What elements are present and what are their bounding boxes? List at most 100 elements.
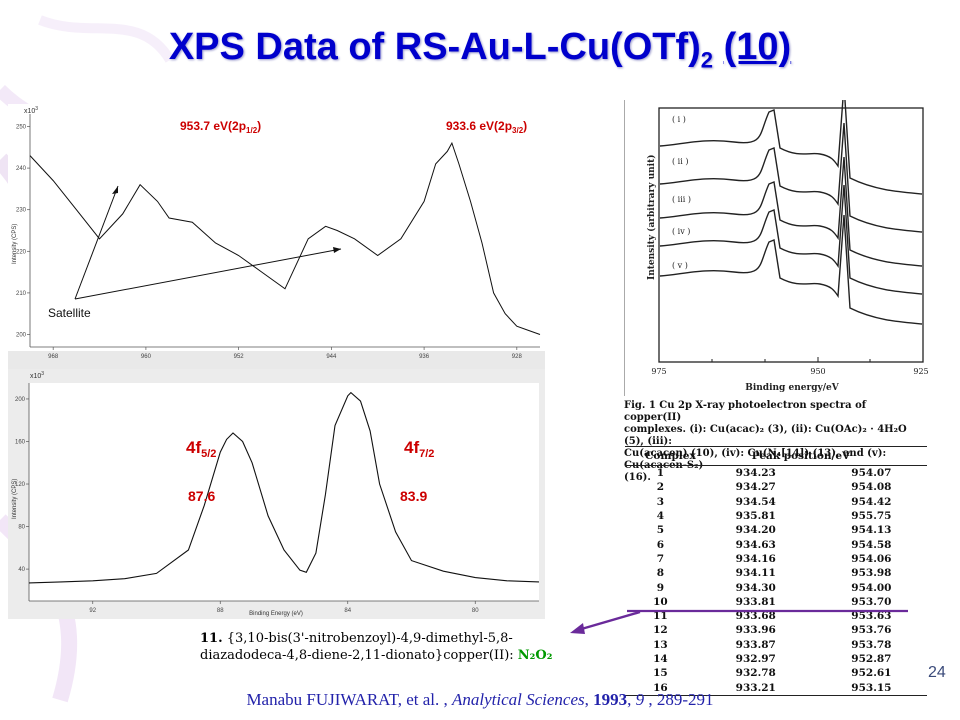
satellite-arrow-1 [74, 185, 119, 300]
bottom-x-tick-label: 92 [89, 608, 96, 614]
table-cell-peak-2p12: 952.87 [851, 653, 892, 665]
literature-spectra-panel: Intensity (arbitrary unit) Binding energ… [624, 100, 928, 396]
donor-set: N₂O₂ [517, 648, 553, 663]
table-cell-peak-2p12: 954.06 [851, 552, 892, 565]
table-row: 7 934.16 954.06 [625, 552, 927, 566]
table-row: 1 934.23 954.07 [625, 466, 927, 481]
table-cell-complex: 2 [656, 481, 665, 494]
top-x-tick-label: 928 [512, 354, 523, 360]
top-x-tick-label: 952 [234, 354, 245, 360]
table-row: 11 933.68 953.63 [625, 609, 927, 623]
table-cell-peak-2p12: 953.78 [851, 638, 892, 651]
top-y-tick-label: 240 [16, 166, 27, 172]
top-ylabel: Intensity (CPS) [12, 224, 18, 264]
cu2p-series-line [29, 141, 541, 335]
peak-value-4f52: 87.6 [188, 488, 215, 504]
bottom-y-tick-label: 160 [15, 439, 26, 445]
table-cell-complex: 7 [656, 552, 665, 565]
au4f-spectrum-chart: x103 Intensity (CPS) Binding Energy (eV)… [8, 369, 545, 619]
literature-trace [659, 100, 923, 195]
peak-label-4f52: 4f5/2 [186, 438, 216, 460]
top-x-tick-label: 944 [326, 354, 337, 360]
table-row: 2 934.27 954.08 [625, 480, 927, 494]
literature-plot-frame [658, 107, 924, 363]
table-cell-peak-2p12: 953.63 [851, 610, 892, 623]
literature-ylabel: Intensity (arbitrary unit) [646, 155, 657, 281]
table-cell-peak-2p32: 934.30 [735, 581, 776, 594]
top-exp-label: x103 [24, 106, 38, 115]
citation: Manabu FUJIWARAT, et al. , Analytical Sc… [0, 690, 960, 710]
table-header-complex: Complex [625, 446, 696, 466]
table-cell-peak-2p32: 933.87 [735, 638, 776, 651]
literature-trace-label: ( i ) [672, 115, 686, 124]
table-cell-peak-2p32: 934.54 [735, 495, 776, 508]
table-cell-peak-2p32: 934.11 [735, 567, 776, 580]
top-x-tick-label: 960 [141, 354, 152, 360]
table-row: 3 934.54 954.42 [625, 495, 927, 509]
top-y-tick-label: 250 [16, 124, 27, 130]
bottom-xlabel: Binding Energy (eV) [249, 611, 303, 617]
table-cell-complex: 1 [656, 467, 665, 480]
table-cell-peak-2p32: 933.96 [735, 624, 776, 637]
literature-trace [659, 184, 923, 295]
literature-traces: ( i ) ( ii ) ( iii ) ( iv ) ( v ) [659, 100, 923, 325]
table-cell-peak-2p32: 932.97 [735, 653, 776, 665]
bottom-y-tick-label: 200 [15, 397, 26, 403]
table-cell-complex: 3 [656, 495, 665, 508]
citation-year: 1993 [593, 690, 628, 709]
lit-tick-950: 950 [810, 367, 825, 376]
title-space [713, 26, 724, 68]
fig-caption-line-1: Fig. 1 Cu 2p X-ray photoelectron spectra… [624, 400, 867, 423]
peak-position-table: Complex Peak position/eV 1 934.23 954.07 2 9… [625, 446, 927, 696]
compound-caption: 11. {3,10-bis(3'-nitrobenzoyl)-4,9-dimet… [200, 630, 610, 664]
table-row: 8 934.11 953.98 [625, 566, 927, 580]
citation-sep: , [584, 690, 594, 709]
literature-trace [659, 214, 923, 325]
table-cell-peak-2p12: 953.15 [815, 680, 927, 696]
table-cell-peak-2p12: 953.98 [851, 567, 892, 580]
bottom-y-tick-label: 120 [15, 482, 26, 488]
literature-trace [659, 122, 923, 233]
bottom-exp-label: x103 [30, 371, 44, 380]
table-cell-peak-2p32: 934.16 [735, 552, 776, 565]
lit-tick-925: 925 [913, 367, 928, 376]
table-cell-peak-2p12: 953.70 [851, 595, 892, 608]
peak-label-2p12: 953.7 eV(2p1/2) [180, 119, 261, 135]
bottom-y-tick-label: 80 [18, 525, 25, 531]
literature-trace [659, 156, 923, 267]
fig-caption-line-4: (16). [624, 472, 651, 483]
table-cell-peak-2p32: 933.21 [695, 680, 816, 696]
peak-value-4f72: 83.9 [400, 488, 427, 504]
table-cell-complex: 4 [656, 510, 665, 523]
table-cell-peak-2p12: 954.08 [851, 481, 892, 494]
table-cell-complex: 16 [625, 680, 696, 696]
table-cell-complex: 10 [653, 595, 668, 608]
bottom-ylabel: Intensity (CPS) [12, 479, 18, 519]
bottom-x-tick-label: 84 [344, 608, 351, 614]
table-cell-complex: 15 [653, 667, 668, 680]
table-cell-peak-2p32: 932.78 [735, 667, 776, 680]
compound-name-line-1: {3,10-bis(3'-nitrobenzoyl)-4,9-dimethyl-… [222, 631, 513, 646]
top-x-tick-label: 936 [419, 354, 430, 360]
table-cell-complex: 9 [656, 581, 665, 594]
title-compound-number: (10) [723, 26, 792, 68]
satellite-arrowhead-2 [333, 247, 341, 253]
bottom-x-tick-label: 80 [472, 608, 479, 614]
table-cell-peak-2p32: 933.68 [735, 610, 776, 623]
table-cell-peak-2p12: 955.75 [851, 510, 892, 523]
table-cell-peak-2p12: 954.42 [851, 495, 892, 508]
literature-trace-label: ( ii ) [672, 157, 688, 166]
satellite-arrow-2 [74, 248, 342, 300]
table-cell-complex: 14 [653, 653, 668, 665]
table-cell-peak-2p12: 954.13 [851, 524, 892, 537]
table-cell-peak-2p12: 954.00 [851, 581, 892, 594]
page-number: 24 [928, 664, 946, 681]
compound-name-line-2: diazadodeca-4,8-diene-2,11-dionato}coppe… [200, 648, 518, 663]
au4f-series-line [28, 391, 540, 584]
table-row: 12 933.96 953.76 [625, 623, 927, 637]
table-cell-complex: 11 [653, 610, 668, 623]
table-row: 15 932.78 952.61 [625, 666, 927, 680]
table-header-row: Complex Peak position/eV [625, 446, 927, 466]
table-cell-peak-2p32: 934.20 [735, 524, 776, 537]
literature-spectra-chart: Intensity (arbitrary unit) Binding energ… [624, 100, 928, 396]
